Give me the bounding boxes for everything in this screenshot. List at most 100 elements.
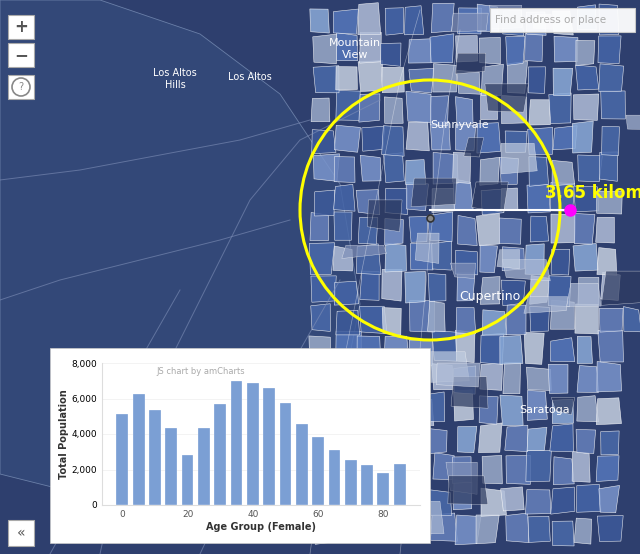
Polygon shape xyxy=(406,182,429,211)
Bar xyxy=(8,75,34,99)
Polygon shape xyxy=(600,152,618,181)
Polygon shape xyxy=(360,306,387,334)
Bar xyxy=(8,15,34,39)
Polygon shape xyxy=(526,12,546,35)
Polygon shape xyxy=(335,487,358,514)
Polygon shape xyxy=(548,276,571,306)
Polygon shape xyxy=(525,244,544,275)
Polygon shape xyxy=(554,36,578,62)
Polygon shape xyxy=(337,33,358,61)
Polygon shape xyxy=(384,336,409,361)
Bar xyxy=(394,464,406,505)
Polygon shape xyxy=(566,283,601,306)
Text: Cupertino: Cupertino xyxy=(460,290,520,303)
Polygon shape xyxy=(358,3,381,35)
Polygon shape xyxy=(601,91,625,119)
Polygon shape xyxy=(481,189,506,215)
Polygon shape xyxy=(333,369,356,396)
Polygon shape xyxy=(548,365,568,393)
Polygon shape xyxy=(500,487,524,511)
Polygon shape xyxy=(359,94,380,122)
Polygon shape xyxy=(310,213,328,240)
Polygon shape xyxy=(503,363,520,394)
Polygon shape xyxy=(428,301,445,332)
Polygon shape xyxy=(362,126,385,151)
Polygon shape xyxy=(429,490,452,516)
Polygon shape xyxy=(596,191,622,214)
Text: ?: ? xyxy=(19,82,24,92)
Polygon shape xyxy=(431,241,452,270)
Y-axis label: Total Population: Total Population xyxy=(59,389,68,479)
Bar xyxy=(378,473,389,505)
Polygon shape xyxy=(533,14,554,29)
Polygon shape xyxy=(385,188,408,214)
Polygon shape xyxy=(578,278,599,305)
Polygon shape xyxy=(431,3,454,33)
Bar xyxy=(361,465,373,505)
Polygon shape xyxy=(577,366,598,392)
Polygon shape xyxy=(357,336,381,362)
Polygon shape xyxy=(360,32,381,63)
Polygon shape xyxy=(576,40,595,65)
Polygon shape xyxy=(529,100,550,125)
Polygon shape xyxy=(427,428,447,454)
Polygon shape xyxy=(380,429,406,455)
Polygon shape xyxy=(552,161,575,186)
Polygon shape xyxy=(575,65,599,90)
Polygon shape xyxy=(405,514,429,542)
Polygon shape xyxy=(428,212,452,242)
Bar xyxy=(312,437,324,505)
Bar xyxy=(8,43,34,67)
Polygon shape xyxy=(361,458,380,485)
Polygon shape xyxy=(311,276,336,302)
Polygon shape xyxy=(500,336,523,364)
Polygon shape xyxy=(336,310,360,335)
Polygon shape xyxy=(357,515,375,541)
Polygon shape xyxy=(501,188,518,210)
Polygon shape xyxy=(500,395,523,425)
Polygon shape xyxy=(481,333,504,365)
Polygon shape xyxy=(501,280,525,306)
Polygon shape xyxy=(553,126,577,150)
Polygon shape xyxy=(572,452,590,482)
Polygon shape xyxy=(410,243,433,270)
Polygon shape xyxy=(390,360,418,380)
Polygon shape xyxy=(360,364,383,393)
Text: −: − xyxy=(14,46,28,64)
Polygon shape xyxy=(497,250,520,269)
Polygon shape xyxy=(384,392,406,424)
Polygon shape xyxy=(382,307,401,335)
Polygon shape xyxy=(430,96,449,126)
Polygon shape xyxy=(452,13,488,32)
Polygon shape xyxy=(458,427,477,453)
Bar xyxy=(116,414,128,505)
Polygon shape xyxy=(480,157,500,185)
Polygon shape xyxy=(383,369,408,395)
Polygon shape xyxy=(358,60,383,91)
Polygon shape xyxy=(429,392,445,422)
Polygon shape xyxy=(485,84,529,112)
Bar xyxy=(198,428,210,505)
Polygon shape xyxy=(553,68,573,96)
Polygon shape xyxy=(527,184,550,213)
Polygon shape xyxy=(415,233,439,264)
Polygon shape xyxy=(596,455,619,481)
Bar xyxy=(296,424,308,505)
Polygon shape xyxy=(551,214,576,243)
Polygon shape xyxy=(480,245,497,273)
Polygon shape xyxy=(552,399,573,423)
Bar xyxy=(214,404,226,505)
Polygon shape xyxy=(500,157,518,184)
Polygon shape xyxy=(573,244,598,271)
Polygon shape xyxy=(312,424,332,450)
Polygon shape xyxy=(502,260,550,281)
Polygon shape xyxy=(597,516,623,541)
Polygon shape xyxy=(505,131,527,153)
Polygon shape xyxy=(601,272,620,300)
Polygon shape xyxy=(310,9,330,33)
Bar xyxy=(280,403,291,505)
Polygon shape xyxy=(342,245,387,259)
Bar xyxy=(490,8,635,32)
Polygon shape xyxy=(524,297,568,313)
Polygon shape xyxy=(356,244,381,275)
